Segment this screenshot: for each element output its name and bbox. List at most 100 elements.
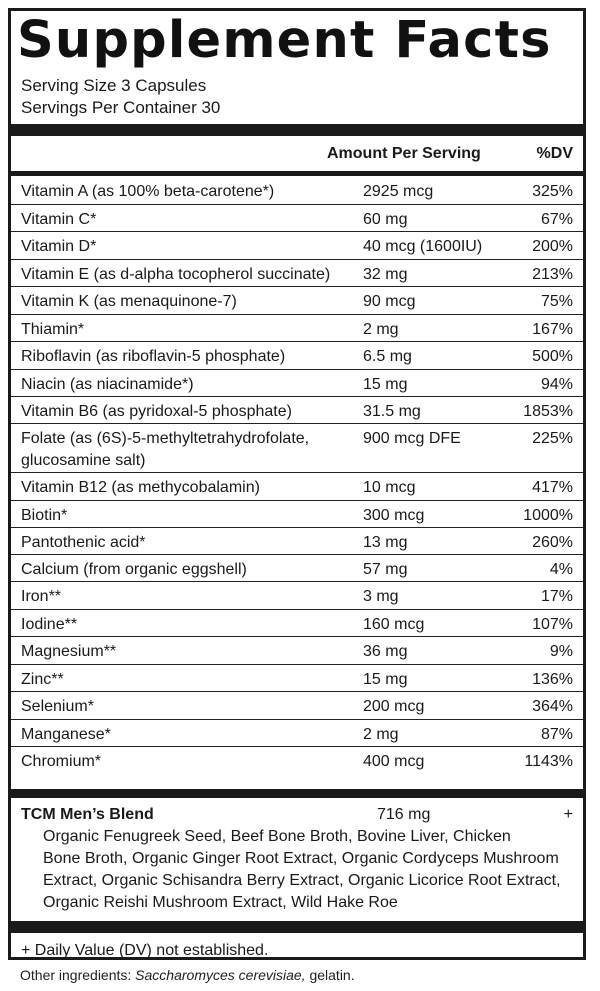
nutrient-dv: 87% xyxy=(540,726,573,743)
nutrient-amount: 36 mg xyxy=(363,643,408,660)
nutrient-name: Vitamin B12 (as methycobalamin) xyxy=(21,479,260,496)
nutrient-name: Iron** xyxy=(21,588,62,605)
nutrient-row: Vitamin D* 40 mcg (1600IU) 200% xyxy=(11,231,583,260)
supplement-facts-panel: Supplement Facts Serving Size 3 Capsules… xyxy=(8,8,586,960)
nutrient-row: Iodine** 160 mcg 107% xyxy=(11,609,583,637)
thick-divider-middle xyxy=(11,789,583,798)
blend-ingredient-line: Extract, Organic Schisandra Berry Extrac… xyxy=(43,872,561,889)
nutrient-row: Manganese* 2 mg 87% xyxy=(11,719,583,747)
other-ingredients-rest: gelatin. xyxy=(305,967,355,983)
nutrient-name-continued: glucosamine salt) xyxy=(21,452,146,469)
nutrient-dv: 200% xyxy=(532,238,573,255)
nutrient-name: Vitamin C* xyxy=(21,211,97,228)
blend-dv: + xyxy=(563,806,573,823)
nutrient-row: Riboflavin (as riboflavin-5 phosphate) 6.… xyxy=(11,341,583,370)
nutrient-amount: 300 mcg xyxy=(363,507,425,524)
nutrient-dv: 75% xyxy=(540,293,573,310)
nutrient-amount: 40 mcg (1600IU) xyxy=(363,238,483,255)
nutrient-row: Zinc** 15 mg 136% xyxy=(11,664,583,692)
nutrient-dv: 67% xyxy=(540,211,573,228)
nutrient-amount: 10 mcg xyxy=(363,479,416,496)
medium-divider xyxy=(11,171,583,176)
nutrient-name: Thiamin* xyxy=(21,321,85,338)
nutrient-row: Vitamin B6 (as pyridoxal-5 phosphate) 31.… xyxy=(11,396,583,424)
nutrient-amount: 60 mg xyxy=(363,211,408,228)
nutrient-dv: 213% xyxy=(532,266,573,283)
nutrient-name: Vitamin D* xyxy=(21,238,97,255)
nutrient-amount: 3 mg xyxy=(363,588,399,605)
nutrient-row: Vitamin A (as 100% beta-carotene*) 2925 m… xyxy=(11,176,583,205)
other-ingredients-italic: Saccharomyces cerevisiae, xyxy=(135,967,306,983)
nutrient-amount: 57 mg xyxy=(363,561,408,578)
nutrient-amount: 400 mcg xyxy=(363,753,425,770)
other-ingredients-label: Other ingredients: xyxy=(20,967,136,983)
nutrient-name: Selenium* xyxy=(21,698,94,715)
nutrient-row: Folate (as (6S)-5-methyltetrahydrofolate… xyxy=(11,423,583,473)
nutrient-row: Vitamin B12 (as methycobalamin) 10 mcg 417… xyxy=(11,472,583,501)
nutrient-name: Pantothenic acid* xyxy=(21,534,146,551)
nutrient-name: Chromium* xyxy=(21,753,102,770)
nutrient-dv: 4% xyxy=(549,561,573,578)
nutrient-name: Vitamin A (as 100% beta-carotene*) xyxy=(21,183,275,200)
dv-header: %DV xyxy=(536,145,573,162)
nutrient-amount: 160 mcg xyxy=(363,616,425,633)
nutrient-row: Magnesium** 36 mg 9% xyxy=(11,636,583,665)
nutrient-dv: 225% xyxy=(532,430,573,447)
nutrient-name: Iodine** xyxy=(21,616,78,633)
thick-divider-top xyxy=(11,124,583,136)
dv-footnote: + Daily Value (DV) not established. xyxy=(21,942,269,959)
nutrient-row: Selenium* 200 mcg 364% xyxy=(11,691,583,720)
nutrient-name: Vitamin B6 (as pyridoxal-5 phosphate) xyxy=(21,403,292,420)
nutrient-amount: 32 mg xyxy=(363,266,408,283)
nutrient-amount: 2 mg xyxy=(363,321,399,338)
blend-ingredient-line: Organic Fenugreek Seed, Beef Bone Broth,… xyxy=(43,828,511,845)
nutrient-dv: 136% xyxy=(532,671,573,688)
blend-ingredient-line: Organic Reishi Mushroom Extract, Wild Ha… xyxy=(43,894,398,911)
nutrient-name: Folate (as (6S)-5-methyltetrahydrofolate… xyxy=(21,430,310,447)
blend-ingredient-line: Bone Broth, Organic Ginger Root Extract,… xyxy=(43,850,559,867)
nutrient-row: Vitamin E (as d-alpha tocopherol succina… xyxy=(11,259,583,287)
amount-header: Amount Per Serving xyxy=(327,145,481,162)
nutrient-name: Calcium (from organic eggshell) xyxy=(21,561,247,578)
nutrient-amount: 90 mcg xyxy=(363,293,416,310)
nutrient-name: Magnesium** xyxy=(21,643,117,660)
nutrient-row: Vitamin C* 60 mg 67% xyxy=(11,204,583,232)
nutrient-dv: 94% xyxy=(540,376,573,393)
serving-size: Serving Size 3 Capsules xyxy=(21,76,207,95)
servings-per-container: Servings Per Container 30 xyxy=(21,98,221,117)
other-ingredients: Other ingredients: Saccharomyces cerevis… xyxy=(20,966,355,984)
nutrient-amount: 13 mg xyxy=(363,534,408,551)
nutrient-dv: 364% xyxy=(532,698,573,715)
nutrient-amount: 15 mg xyxy=(363,671,408,688)
nutrient-dv: 9% xyxy=(549,643,573,660)
nutrient-amount: 2925 mcg xyxy=(363,183,434,200)
nutrient-name: Riboflavin (as riboflavin-5 phosphate) xyxy=(21,348,286,365)
nutrient-name: Vitamin E (as d-alpha tocopherol succina… xyxy=(21,266,331,283)
nutrient-dv: 500% xyxy=(532,348,573,365)
nutrient-amount: 200 mcg xyxy=(363,698,425,715)
nutrient-name: Manganese* xyxy=(21,726,111,743)
nutrient-dv: 417% xyxy=(532,479,573,496)
nutrient-dv: 17% xyxy=(540,588,573,605)
nutrient-row: Niacin (as niacinamide*) 15 mg 94% xyxy=(11,369,583,397)
blend-name: TCM Men’s Blend xyxy=(21,806,154,823)
nutrient-row: Chromium* 400 mcg 1143% xyxy=(11,746,583,773)
nutrient-row: Iron** 3 mg 17% xyxy=(11,581,583,610)
nutrient-amount: 2 mg xyxy=(363,726,399,743)
nutrient-name: Niacin (as niacinamide*) xyxy=(21,376,194,393)
nutrient-dv: 1853% xyxy=(523,403,573,420)
blend-ingredients: Organic Fenugreek Seed, Beef Bone Broth,… xyxy=(43,826,578,914)
nutrient-dv: 260% xyxy=(532,534,573,551)
nutrient-row: Pantothenic acid* 13 mg 260% xyxy=(11,527,583,555)
panel-title: Supplement Facts xyxy=(17,11,552,70)
nutrient-amount: 900 mcg DFE xyxy=(363,430,461,447)
nutrient-dv: 325% xyxy=(532,183,573,200)
nutrient-name: Biotin* xyxy=(21,507,68,524)
nutrient-name: Vitamin K (as menaquinone-7) xyxy=(21,293,237,310)
nutrient-row: Vitamin K (as menaquinone-7) 90 mcg 75% xyxy=(11,286,583,315)
nutrient-amount: 6.5 mg xyxy=(363,348,412,365)
nutrient-name: Zinc** xyxy=(21,671,64,688)
blend-amount: 716 mg xyxy=(377,806,431,823)
nutrient-row: Thiamin* 2 mg 167% xyxy=(11,314,583,342)
nutrient-dv: 1000% xyxy=(523,507,573,524)
